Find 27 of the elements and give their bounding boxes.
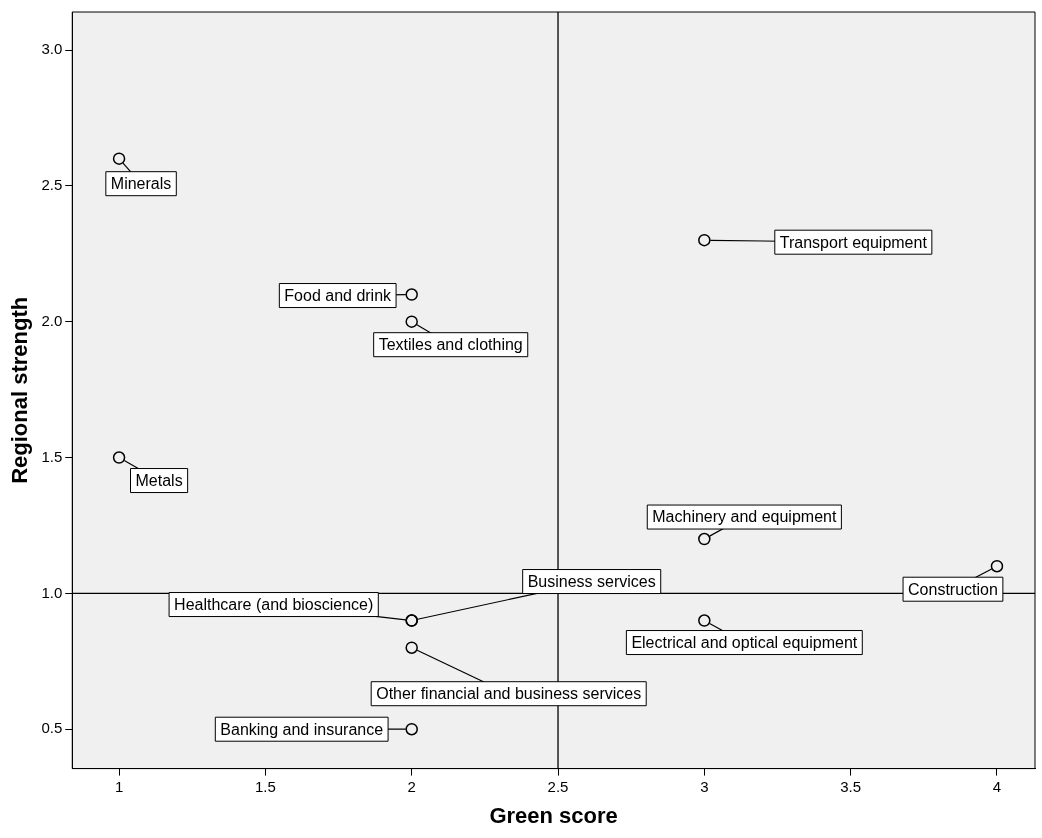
x-tick-label: 3 [700, 777, 709, 795]
annotation: Transport equipment [779, 233, 928, 251]
annotation: Food and drink [284, 286, 393, 304]
y-tick-label: 1.5 [41, 447, 63, 465]
x-axis-title: Green score [489, 802, 618, 828]
annotation: Banking and insurance [220, 720, 384, 738]
y-tick-label: 2.0 [41, 311, 63, 329]
x-tick-label: 3.5 [840, 777, 862, 795]
annotation: Electrical and optical equipment [631, 633, 858, 651]
annotation: Healthcare (and bioscience) [174, 595, 374, 613]
y-tick-label: 0.5 [41, 719, 63, 737]
y-axis-title: Regional strength [7, 296, 33, 484]
y-tick-label: 3.0 [41, 40, 63, 58]
y-tick-label: 1.0 [41, 583, 63, 601]
annotation: Machinery and equipment [652, 508, 837, 526]
x-tick-label: 1.5 [254, 777, 276, 795]
annotation: Textiles and clothing [378, 336, 523, 354]
annotation: Metals [135, 471, 183, 489]
annotation: Other financial and business services [376, 685, 642, 703]
x-tick-label: 2.5 [547, 777, 569, 795]
y-tick-label: 2.5 [41, 176, 63, 194]
annotation: Minerals [110, 175, 172, 193]
x-tick-label: 1 [114, 777, 124, 795]
annotation: Business services [527, 572, 656, 590]
x-tick-label: 2 [407, 777, 416, 795]
x-tick-label: 4 [992, 777, 1002, 795]
annotation: Construction [908, 580, 998, 598]
